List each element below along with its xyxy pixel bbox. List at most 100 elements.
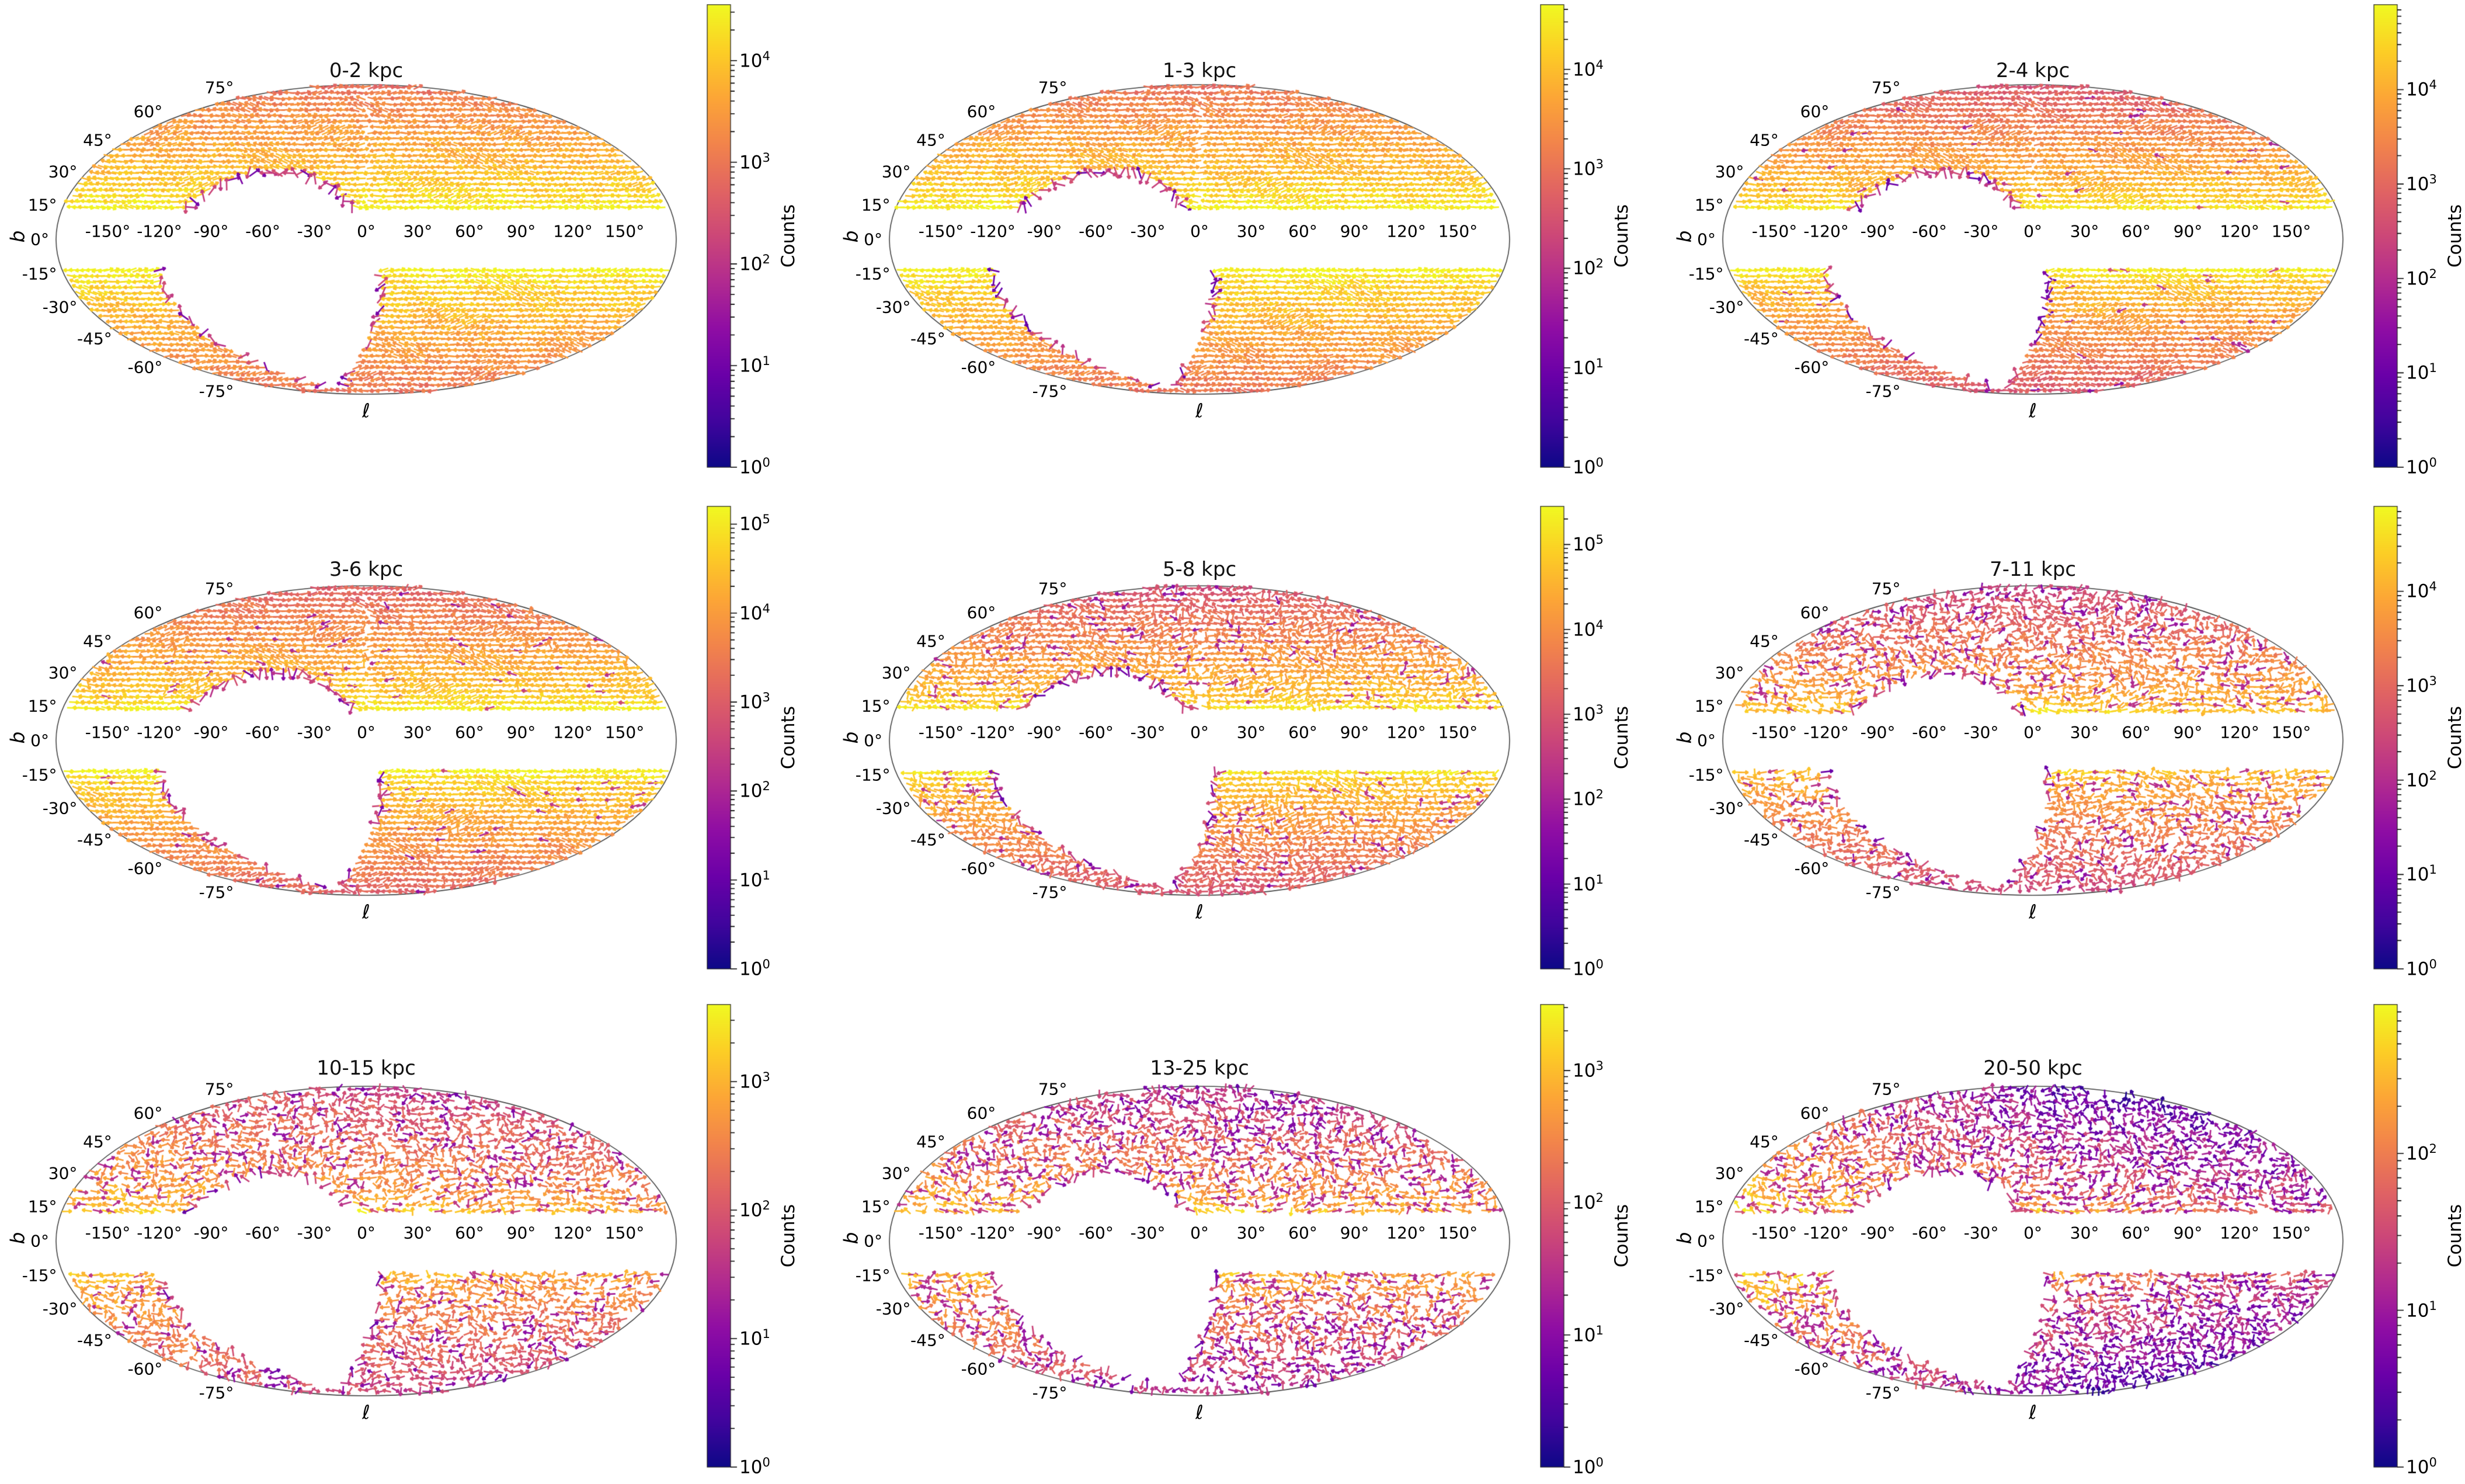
colorbar-tick-label: 101 [739, 868, 770, 891]
lat-tick-label: 15° [27, 1197, 57, 1217]
lat-tick-label: 45° [916, 130, 945, 150]
lat-tick-label: -15° [22, 765, 57, 785]
colorbar-tick-label: 102 [739, 779, 770, 802]
lon-tick-label: -150° [918, 1223, 964, 1243]
colorbar-tick-exponent: 1 [1595, 1323, 1604, 1337]
lat-tick-label: 30° [1715, 162, 1744, 182]
panel-1-3-kpc: 1-3 kpc b ℓ 75° 60° 45° 30° 15° 0° -15° -30° -45° -6… [833, 0, 1667, 495]
colorbar-canvas [2373, 506, 2411, 969]
colorbar-tick-label: 104 [2406, 78, 2437, 100]
x-axis-label: ℓ [1195, 900, 1204, 923]
lon-tick-label: -120° [970, 221, 1016, 241]
colorbar-tick-label: 102 [2406, 266, 2437, 290]
x-axis-label: ℓ [362, 900, 370, 923]
lat-tick-label: 60° [133, 1103, 163, 1123]
lon-tick-label: -120° [137, 1223, 182, 1243]
lat-tick-label: -60° [127, 357, 163, 377]
lon-tick-label: -60° [245, 1223, 280, 1243]
colorbar-title: Counts [778, 705, 799, 770]
panel-5-8-kpc: 5-8 kpc b ℓ 75° 60° 45° 30° 15° 0° -15° -30° -45° -6… [833, 495, 1667, 989]
lat-tick-label: -75° [199, 1383, 234, 1403]
panel-0-2-kpc: 0-2 kpc b ℓ 75° 60° 45° 30° 15° 0° -15° -30° -45° -6… [0, 0, 833, 495]
lat-tick-label: -75° [1865, 882, 1901, 902]
lon-tick-label: 90° [506, 1223, 536, 1243]
lat-tick-label: 45° [1750, 1132, 1779, 1152]
colorbar-tick-exponent: 4 [762, 48, 770, 63]
lon-tick-label: -90° [193, 221, 229, 241]
colorbar-canvas [707, 4, 744, 468]
lat-tick-label: 30° [48, 162, 78, 182]
colorbar-tick-exponent: 0 [2429, 456, 2437, 470]
lat-tick-label: 15° [1694, 696, 1724, 716]
colorbar-tick-label: 101 [739, 1327, 770, 1350]
colorbar-tick-exponent: 2 [762, 252, 770, 266]
lat-tick-label: -15° [22, 1266, 57, 1285]
colorbar-tick-exponent: 0 [762, 456, 770, 470]
panel-title: 5-8 kpc [1162, 558, 1237, 581]
colorbar-canvas [1540, 1004, 1577, 1468]
colorbar-tick-label: 102 [1573, 1191, 1604, 1214]
lat-tick-label: 0° [30, 1231, 49, 1251]
colorbar-title: Counts [1611, 705, 1632, 770]
lon-tick-label: 90° [1340, 722, 1369, 742]
lat-tick-label: -15° [1688, 264, 1724, 284]
colorbar-tick-exponent: 2 [762, 1198, 770, 1212]
lat-tick-label: 45° [916, 631, 945, 651]
lon-tick-label: 0° [1190, 1223, 1209, 1243]
lon-tick-label: 60° [2122, 1223, 2151, 1243]
lat-tick-label: -45° [910, 830, 945, 850]
lon-tick-label: 60° [1288, 221, 1317, 241]
lon-tick-label: 0° [1190, 722, 1209, 742]
lat-tick-label: -30° [1709, 297, 1744, 317]
lat-tick-label: -15° [855, 1266, 891, 1285]
lon-tick-label: -150° [85, 221, 131, 241]
lon-tick-label: 90° [506, 221, 536, 241]
lat-tick-label: 60° [1800, 1103, 1830, 1123]
lon-tick-label: 150° [1438, 722, 1478, 742]
lat-tick-label: 15° [27, 696, 57, 716]
colorbar-tick-exponent: 3 [2429, 172, 2437, 187]
lat-tick-label: 30° [881, 663, 911, 683]
lon-tick-label: 120° [1386, 722, 1426, 742]
lon-tick-label: 60° [1288, 1223, 1317, 1243]
lat-tick-label: -30° [42, 798, 78, 818]
lat-tick-label: 0° [864, 230, 882, 249]
lat-tick-label: 60° [133, 603, 163, 623]
colorbar-tick-label: 105 [1573, 533, 1604, 555]
colorbar-tick-label: 101 [1573, 872, 1604, 895]
lat-tick-label: 45° [916, 1132, 945, 1152]
colorbar-tick-label: 102 [739, 252, 770, 275]
lon-tick-label: -90° [1860, 722, 1896, 742]
lon-tick-label: 0° [2024, 221, 2042, 241]
lat-tick-label: 15° [1694, 1197, 1724, 1217]
colorbar-title: Counts [2445, 1204, 2465, 1268]
colorbar-tick-label: 101 [1573, 356, 1604, 378]
lon-tick-label: 150° [1438, 221, 1478, 241]
lon-tick-label: 60° [455, 722, 484, 742]
lat-tick-label: -30° [875, 798, 911, 818]
lon-tick-label: -30° [1963, 722, 1999, 742]
lat-tick-label: -75° [199, 381, 234, 401]
lon-tick-label: 30° [403, 722, 433, 742]
lat-tick-label: 75° [1038, 1079, 1068, 1099]
panel-title: 20-50 kpc [1983, 1056, 2082, 1080]
colorbar-tick-exponent: 2 [2429, 768, 2437, 783]
lon-tick-label: 60° [2122, 221, 2151, 241]
lat-tick-label: -75° [1032, 1383, 1068, 1403]
sky-map-canvas [833, 495, 1667, 989]
lon-tick-label: 60° [455, 1223, 484, 1243]
colorbar-tick-label: 101 [1573, 1323, 1604, 1346]
lat-tick-label: -30° [42, 1299, 78, 1319]
colorbar-tick-exponent: 2 [1595, 787, 1604, 802]
panel-title: 10-15 kpc [317, 1056, 416, 1080]
colorbar-canvas [2373, 1004, 2411, 1468]
lon-tick-label: 60° [2122, 722, 2151, 742]
lon-tick-label: -60° [1912, 221, 1947, 241]
y-axis-label: b [1673, 1232, 1696, 1245]
lat-tick-label: -30° [875, 1299, 911, 1319]
sky-map-canvas [833, 0, 1667, 495]
lat-tick-label: 15° [861, 696, 891, 716]
lon-tick-label: 30° [1236, 722, 1266, 742]
lat-tick-label: 0° [1697, 1231, 1716, 1251]
